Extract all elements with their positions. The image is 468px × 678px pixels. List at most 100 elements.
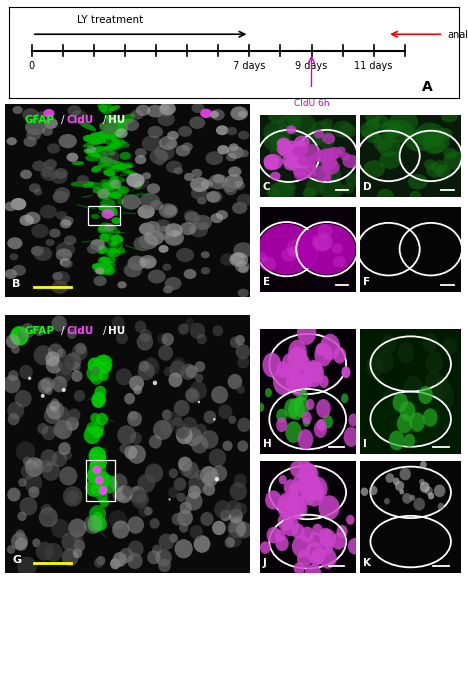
- Circle shape: [222, 441, 233, 451]
- Circle shape: [217, 145, 229, 155]
- Circle shape: [34, 247, 52, 261]
- Circle shape: [298, 224, 356, 275]
- Circle shape: [26, 129, 41, 140]
- Circle shape: [185, 388, 198, 401]
- Circle shape: [285, 421, 302, 443]
- Circle shape: [436, 127, 452, 140]
- Circle shape: [38, 378, 52, 394]
- Ellipse shape: [91, 132, 108, 136]
- Circle shape: [331, 243, 343, 254]
- Text: analysis: analysis: [448, 30, 468, 40]
- Circle shape: [268, 107, 287, 124]
- Circle shape: [230, 336, 241, 348]
- Circle shape: [137, 474, 155, 493]
- Circle shape: [145, 221, 160, 233]
- Circle shape: [169, 468, 178, 478]
- Ellipse shape: [98, 193, 112, 200]
- Ellipse shape: [101, 190, 117, 197]
- Circle shape: [263, 155, 279, 167]
- Circle shape: [278, 114, 301, 134]
- Circle shape: [313, 165, 332, 182]
- Circle shape: [211, 213, 223, 223]
- Circle shape: [41, 167, 54, 177]
- Circle shape: [327, 146, 342, 159]
- Circle shape: [333, 347, 346, 364]
- Circle shape: [235, 335, 245, 345]
- Circle shape: [124, 263, 142, 277]
- Circle shape: [293, 397, 309, 418]
- Circle shape: [279, 475, 287, 484]
- Circle shape: [310, 553, 322, 566]
- Circle shape: [292, 523, 305, 539]
- Circle shape: [167, 140, 178, 149]
- Circle shape: [212, 521, 226, 535]
- Circle shape: [230, 482, 247, 500]
- Text: LY treatment: LY treatment: [77, 16, 143, 25]
- Circle shape: [168, 498, 171, 500]
- Circle shape: [374, 349, 394, 374]
- Circle shape: [128, 411, 138, 420]
- Circle shape: [165, 223, 183, 237]
- Circle shape: [15, 390, 31, 407]
- Circle shape: [292, 350, 301, 361]
- Circle shape: [139, 255, 157, 269]
- Circle shape: [227, 532, 242, 548]
- Circle shape: [152, 544, 162, 555]
- Circle shape: [312, 523, 322, 536]
- Circle shape: [425, 371, 442, 393]
- Text: 11 days: 11 days: [354, 61, 393, 71]
- Circle shape: [426, 163, 444, 178]
- Circle shape: [348, 538, 362, 555]
- Circle shape: [386, 120, 414, 143]
- Circle shape: [276, 536, 289, 551]
- Circle shape: [87, 244, 99, 254]
- Circle shape: [94, 393, 104, 403]
- Circle shape: [297, 320, 316, 345]
- Ellipse shape: [103, 266, 115, 275]
- Circle shape: [42, 127, 53, 136]
- Circle shape: [42, 425, 56, 440]
- Ellipse shape: [93, 187, 105, 194]
- Circle shape: [103, 223, 115, 232]
- Circle shape: [88, 515, 104, 532]
- Ellipse shape: [110, 192, 122, 199]
- Circle shape: [112, 521, 130, 538]
- Circle shape: [212, 325, 223, 336]
- Ellipse shape: [92, 263, 104, 270]
- Circle shape: [278, 495, 298, 519]
- Circle shape: [311, 548, 325, 564]
- Circle shape: [143, 258, 156, 268]
- Circle shape: [17, 511, 27, 521]
- Circle shape: [373, 135, 393, 151]
- Circle shape: [8, 413, 20, 425]
- Circle shape: [369, 350, 380, 364]
- Circle shape: [90, 483, 102, 496]
- Circle shape: [56, 242, 75, 257]
- Circle shape: [218, 404, 232, 419]
- Ellipse shape: [110, 241, 117, 247]
- Circle shape: [229, 143, 239, 151]
- Circle shape: [276, 409, 287, 422]
- Circle shape: [89, 466, 98, 475]
- Circle shape: [321, 119, 333, 129]
- Circle shape: [68, 408, 80, 422]
- Circle shape: [45, 351, 60, 366]
- Circle shape: [87, 422, 98, 435]
- Circle shape: [314, 420, 327, 438]
- Circle shape: [425, 352, 443, 374]
- Circle shape: [265, 490, 282, 510]
- Circle shape: [259, 256, 276, 271]
- Circle shape: [277, 138, 291, 150]
- Circle shape: [226, 153, 237, 161]
- Circle shape: [179, 462, 193, 477]
- Circle shape: [287, 239, 307, 256]
- Circle shape: [307, 160, 317, 169]
- Circle shape: [149, 435, 162, 449]
- Circle shape: [150, 200, 163, 210]
- Circle shape: [303, 360, 324, 387]
- Circle shape: [84, 515, 102, 534]
- Circle shape: [404, 434, 415, 447]
- Circle shape: [91, 454, 107, 471]
- Circle shape: [32, 538, 41, 547]
- Circle shape: [119, 444, 128, 454]
